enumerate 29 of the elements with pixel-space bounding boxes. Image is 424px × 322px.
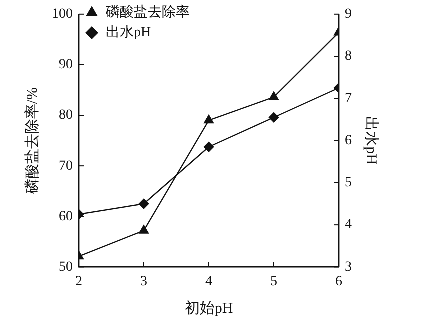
y-tick-label: 60 [59, 209, 73, 224]
x-tick-label: 2 [76, 274, 82, 290]
point [139, 225, 149, 234]
x-tick-label: 3 [140, 274, 148, 290]
y-tick-label: 100 [52, 7, 73, 22]
point [204, 142, 214, 152]
y2-tick-label: 3 [345, 260, 352, 275]
y-tick-label: 90 [59, 58, 73, 73]
x-tick-label: 4 [206, 274, 212, 290]
y-tick-label: 70 [59, 158, 73, 174]
x-tick-label: 5 [270, 274, 278, 290]
point [269, 92, 279, 100]
y2-axis-title: 出水pH [363, 116, 380, 166]
y2-tick-label: 6 [345, 133, 352, 148]
y-tick-label: 50 [59, 260, 73, 275]
y-axis-title: 磷酸盐去除率/% [24, 87, 41, 196]
x-tick-label: 6 [336, 274, 342, 290]
point [204, 114, 214, 124]
point [268, 112, 280, 123]
y2-tick-label: 5 [345, 176, 352, 191]
point [138, 198, 150, 210]
y2-tick-label: 4 [345, 218, 352, 233]
legend-label: 出水pH [106, 24, 152, 41]
y2-tick-label: 7 [345, 91, 352, 106]
y2-tick-label: 8 [345, 49, 352, 64]
legend-label: 磷酸盐去除率 [105, 4, 190, 21]
y-tick-label: 80 [59, 108, 73, 124]
y2-tick-label: 9 [345, 7, 352, 22]
x-axis-title: 初始pH [184, 300, 234, 317]
